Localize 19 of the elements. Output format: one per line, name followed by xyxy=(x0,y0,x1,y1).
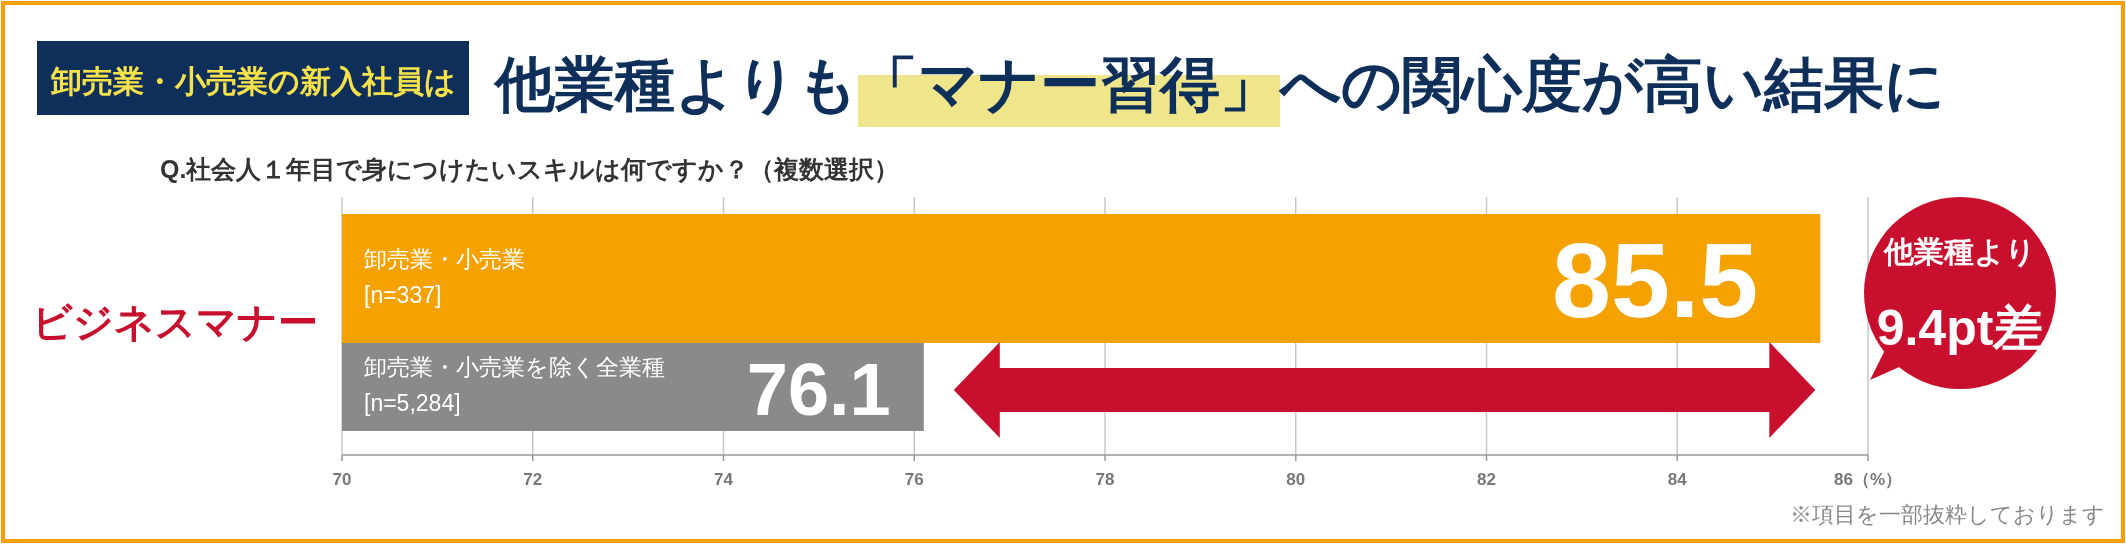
data-label: 76.1 xyxy=(746,348,891,431)
series-label: 卸売業・小売業を除く全業種 [n=5,284] xyxy=(364,354,665,416)
chart-title: 他業種よりも「マナー習得」への関心度が高い結果に xyxy=(493,51,1945,118)
x-tick-label: 82 xyxy=(1477,470,1496,489)
text: 卸売業・小売業の新入社員は xyxy=(49,64,456,99)
x-tick-label: 80 xyxy=(1286,470,1306,489)
x-tick-label: 84 xyxy=(1667,470,1688,489)
x-tick-label: 78 xyxy=(1095,470,1115,489)
y-tick-label: ビジネスマナー xyxy=(32,300,318,344)
chart-subtitle: Q.社会人１年目で身につけたいスキルは何ですか？（複数選択） xyxy=(160,155,900,184)
x-tick-label: 76 xyxy=(904,470,924,489)
x-tick-label: 70 xyxy=(332,470,352,489)
callout: 他業種より 9.4pt差 xyxy=(1864,197,2056,389)
x-tick-label: 74 xyxy=(714,470,734,489)
x-tick-label: 86（%） xyxy=(1833,470,1903,489)
x-tick-label: 72 xyxy=(523,470,543,489)
text: ※項目を一部抜粋しております xyxy=(1790,502,2105,527)
series-label: 卸売業・小売業 [n=337] xyxy=(364,245,525,308)
data-label: 85.5 xyxy=(1552,220,1759,339)
